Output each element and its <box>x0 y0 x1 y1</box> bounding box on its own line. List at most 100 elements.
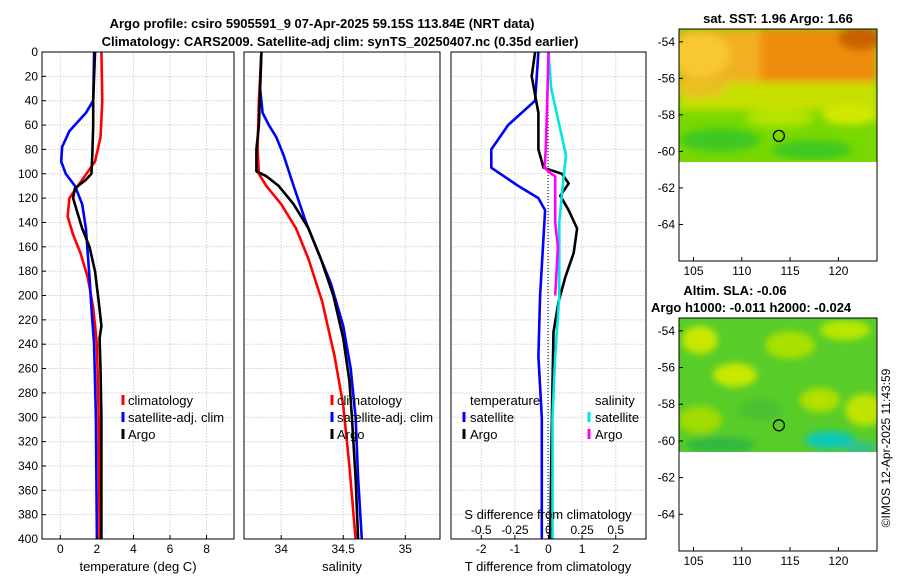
longitude-tick-label: 115 <box>781 554 800 568</box>
depth-tick-label: 100 <box>18 167 38 181</box>
salinity-grid <box>244 51 440 540</box>
x-tick-label: 34 <box>275 542 289 556</box>
latitude-tick-label: -58 <box>658 108 676 122</box>
depth-tick-label: 280 <box>18 386 38 400</box>
latitude-tick-label: -60 <box>658 434 676 448</box>
temperature-series <box>59 51 104 540</box>
legend-label-s-satellite: satellite <box>595 410 639 425</box>
temperature-grid <box>42 51 234 540</box>
longitude-tick-label: 120 <box>828 554 848 568</box>
sst-map-title: sat. SST: 1.96 Argo: 1.66 <box>703 11 853 26</box>
salinity-series <box>255 51 364 540</box>
x-tick-label: 8 <box>203 542 210 556</box>
sst-map-panel: sat. SST: 1.96 Argo: 1.66 105 110 115 120 -5… <box>658 11 878 278</box>
sla-map-title-line1: Altim. SLA: -0.06 <box>683 283 786 298</box>
series-line-s-satellite <box>547 51 568 539</box>
legend-title-salinity: salinity <box>595 393 635 408</box>
latitude-tick-label: -64 <box>658 507 676 521</box>
s-tick-label: -0.5 <box>471 523 492 537</box>
temperature-xlabel: temperature (deg C) <box>79 559 196 574</box>
legend-label-climatology: climatology <box>337 393 403 408</box>
sst-field <box>679 29 877 162</box>
x-tick-label: 34.5 <box>332 542 356 556</box>
legend-label-s-argo: Argo <box>595 427 622 442</box>
figure-title-line2: Climatology: CARS2009. Satellite-adj cli… <box>102 34 579 49</box>
s-tick-label: 0.5 <box>607 523 624 537</box>
salinity-panel: 34 34.5 35 salinity climatology satellite-… <box>243 51 441 574</box>
x-tick-label: 0 <box>545 542 552 556</box>
s-difference-tick-labels: -0.5 -0.25 0 0.25 0.5 <box>471 523 624 537</box>
latitude-tick-label: -60 <box>658 144 676 158</box>
latitude-tick-label: -58 <box>658 397 676 411</box>
legend-label-t-argo: Argo <box>470 427 497 442</box>
latitude-tick-label: -62 <box>658 471 676 485</box>
depth-tick-label: 340 <box>18 459 38 473</box>
depth-tick-label: 40 <box>25 94 39 108</box>
latitude-tick-label: -56 <box>658 361 676 375</box>
depth-tick-label: 320 <box>18 435 38 449</box>
series-line-satellite-adj-clim <box>59 51 99 540</box>
depth-tick-label: 160 <box>18 240 38 254</box>
sla-map-frame <box>678 317 878 552</box>
x-tick-label: 6 <box>167 542 174 556</box>
differences-panel: -2 -1 0 1 2 -0.5 -0.25 0 0.25 0.5 S difference f… <box>450 51 647 574</box>
series-line-t-argo <box>530 51 579 540</box>
x-tick-label: 2 <box>94 542 101 556</box>
x-tick-label: -2 <box>476 542 487 556</box>
depth-tick-labels: 0 20 40 60 80 100 120 140 160 180 200 220 240 260 280 3… <box>18 45 46 546</box>
sla-map-title-line2: Argo h1000: -0.011 h2000: -0.024 <box>651 300 852 315</box>
sst-map-frame <box>678 28 878 262</box>
x-tick-label: 0 <box>57 542 64 556</box>
longitude-tick-label: 115 <box>781 264 800 278</box>
sla-map-panel: Altim. SLA: -0.06 Argo h1000: -0.011 h20… <box>651 283 878 568</box>
latitude-tick-label: -54 <box>658 35 676 49</box>
legend-label-satellite-adj: satellite-adj. clim <box>337 410 433 425</box>
sla-field <box>679 318 877 452</box>
legend-label-satellite-adj: satellite-adj. clim <box>128 410 224 425</box>
float-position-marker <box>772 129 786 143</box>
legend-label-t-satellite: satellite <box>470 410 514 425</box>
temperature-legend: climatology satellite-adj. clim Argo <box>121 393 224 442</box>
depth-tick-label: 180 <box>18 264 38 278</box>
depth-tick-label: 80 <box>25 142 39 156</box>
depth-tick-label: 120 <box>18 191 38 205</box>
depth-tick-label: 60 <box>25 118 39 132</box>
series-line-argo <box>71 51 103 539</box>
imos-copyright: ©IMOS 12-Apr-2025 11:43:59 <box>879 368 893 527</box>
s-tick-label: -0.25 <box>501 523 529 537</box>
t-difference-tick-labels: -2 -1 0 1 2 <box>476 535 619 556</box>
sst-map-tick-labels: 105 110 115 120 -54 -56 -58 -60 -62 -64 <box>658 35 849 278</box>
depth-tick-label: 220 <box>18 313 38 327</box>
temperature-tick-labels: 0 2 4 6 8 <box>57 535 210 556</box>
latitude-tick-label: -56 <box>658 71 676 85</box>
longitude-tick-label: 110 <box>732 264 751 278</box>
s-tick-label: 0.25 <box>570 523 594 537</box>
depth-tick-label: 20 <box>25 69 39 83</box>
series-line-argo <box>255 51 360 540</box>
depth-tick-label: 200 <box>18 289 38 303</box>
depth-tick-label: 360 <box>18 483 38 497</box>
longitude-tick-label: 105 <box>683 264 703 278</box>
depth-tick-label: 0 <box>31 45 38 59</box>
differences-series <box>489 51 579 540</box>
latitude-tick-label: -54 <box>658 324 676 338</box>
longitude-tick-label: 110 <box>732 554 751 568</box>
x-tick-label: 35 <box>399 542 413 556</box>
series-line-climatology <box>66 51 104 540</box>
series-line-s-argo <box>543 51 560 296</box>
t-difference-xlabel: T difference from climatology <box>465 559 632 574</box>
s-tick-label: 0 <box>545 523 552 537</box>
float-position-marker <box>772 419 786 432</box>
latitude-tick-label: -64 <box>658 217 676 231</box>
legend-label-argo: Argo <box>337 427 364 442</box>
depth-tick-label: 380 <box>18 508 38 522</box>
latitude-tick-label: -62 <box>658 181 676 195</box>
longitude-tick-label: 120 <box>828 264 848 278</box>
x-tick-label: 4 <box>130 542 137 556</box>
salinity-xlabel: salinity <box>322 559 362 574</box>
x-tick-label: 2 <box>612 542 619 556</box>
legend-label-climatology: climatology <box>128 393 194 408</box>
series-line-t-satellite <box>489 51 547 539</box>
depth-tick-label: 260 <box>18 362 38 376</box>
